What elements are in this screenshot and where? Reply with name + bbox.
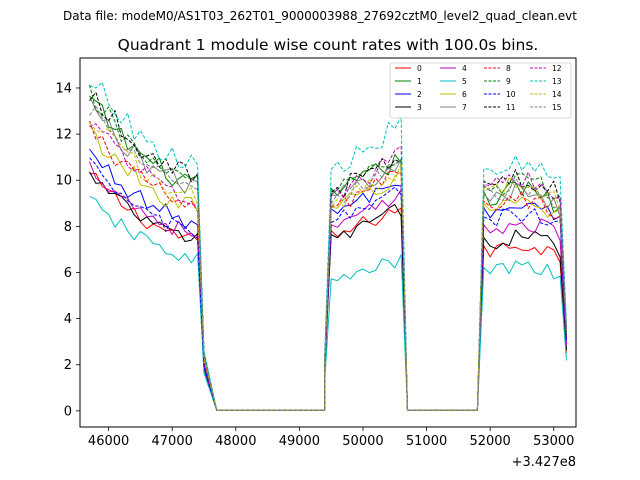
legend-box	[389, 62, 572, 119]
series-line-5	[89, 195, 567, 411]
plot-frame	[79, 57, 577, 428]
series-line-14	[89, 122, 567, 411]
legend-label-4: 4	[462, 64, 467, 73]
legend-label-5: 5	[462, 77, 467, 86]
legend-label-6: 6	[462, 90, 467, 99]
y-tick-label: 12	[55, 128, 72, 143]
x-tick-label: 49000	[279, 434, 320, 449]
x-tick-label: 46000	[88, 434, 129, 449]
x-tick-label: 53000	[533, 434, 574, 449]
legend-label-15: 15	[552, 103, 562, 112]
chart-title: Quadrant 1 module wise count rates with …	[118, 36, 539, 54]
y-tick-label: 2	[64, 358, 72, 373]
series-line-1	[89, 95, 567, 411]
series-layer	[89, 81, 567, 411]
series-line-2	[89, 148, 567, 411]
legend-label-9: 9	[506, 77, 511, 86]
y-tick-label: 8	[64, 220, 72, 235]
x-tick-label: 50000	[342, 434, 383, 449]
legend-label-10: 10	[506, 90, 516, 99]
y-tick-label: 0	[64, 404, 72, 419]
series-line-15	[89, 106, 567, 411]
legend-label-2: 2	[417, 90, 422, 99]
series-line-9	[89, 84, 567, 411]
series-line-12	[89, 123, 567, 411]
y-axis: 0 2 4 6 8 10 12 14	[55, 81, 80, 419]
plot-area	[80, 58, 576, 427]
legend-label-11: 11	[506, 103, 516, 112]
legend-label-8: 8	[506, 64, 511, 73]
legend-label-13: 13	[552, 77, 562, 86]
y-tick-label: 14	[55, 81, 72, 96]
series-line-0	[89, 173, 567, 411]
series-line-7	[89, 95, 567, 411]
series-line-13	[89, 81, 567, 411]
legend-label-7: 7	[462, 103, 467, 112]
legend-label-0: 0	[417, 64, 422, 73]
x-offset-label: +3.427e8	[512, 455, 576, 470]
chart-suptitle: Data file: modeM0/AS1T03_262T01_90000039…	[63, 9, 577, 23]
series-line-10	[89, 157, 567, 411]
x-tick-label: 47000	[152, 434, 193, 449]
legend-label-12: 12	[552, 64, 562, 73]
legend-label-3: 3	[417, 103, 422, 112]
x-tick-label: 52000	[469, 434, 510, 449]
legend-label-14: 14	[552, 90, 562, 99]
series-line-6	[89, 124, 567, 411]
y-tick-label: 4	[64, 312, 72, 327]
legend-label-1: 1	[417, 77, 422, 86]
series-line-11	[89, 91, 567, 411]
series-line-4	[89, 161, 567, 411]
series-line-8	[89, 120, 567, 411]
x-tick-label: 48000	[215, 434, 256, 449]
x-axis: 46000 47000 48000 49000 50000 51000 52000 53000	[88, 427, 574, 449]
x-tick-label: 51000	[406, 434, 447, 449]
series-line-3	[89, 171, 567, 411]
y-tick-label: 10	[55, 174, 72, 189]
y-tick-label: 6	[64, 266, 72, 281]
